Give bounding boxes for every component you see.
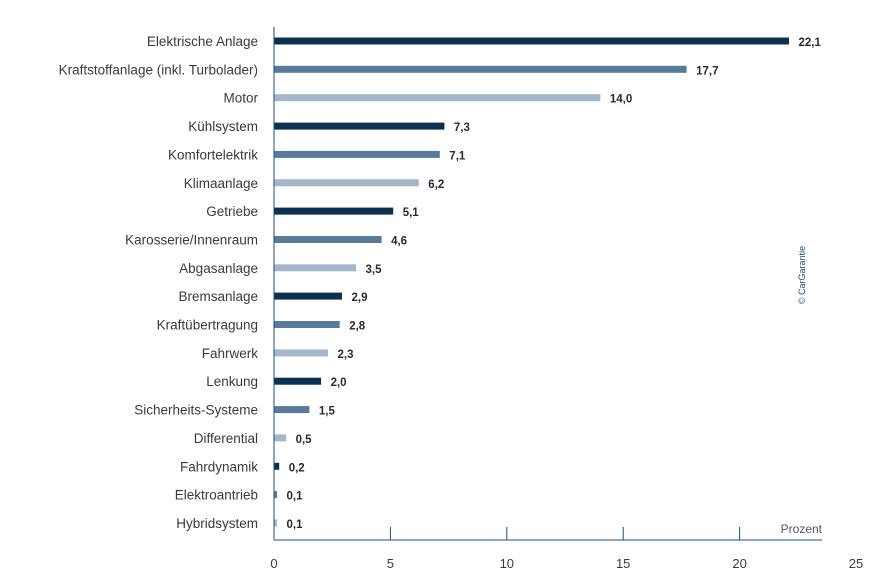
copyright-label: © CarGarantie: [797, 246, 807, 304]
x-tick-label: 0: [270, 556, 277, 571]
category-label: Motor: [223, 91, 258, 106]
value-label: 7,1: [449, 150, 466, 162]
bar: [274, 207, 394, 215]
bar: [274, 94, 601, 102]
x-tick-label: 10: [500, 556, 514, 571]
bar: [274, 321, 340, 328]
x-tick-label: 25: [849, 556, 863, 571]
bar: [274, 122, 445, 130]
value-label: 0,1: [287, 491, 304, 503]
bar: [274, 65, 687, 73]
value-label: 22,1: [799, 37, 822, 49]
category-label: Elektrische Anlage: [147, 34, 258, 49]
value-label: 5,1: [403, 207, 420, 219]
category-label: Getriebe: [206, 204, 258, 219]
value-label: 0,2: [289, 462, 305, 474]
category-label: Fahrwerk: [202, 346, 259, 361]
category-label: Differential: [194, 431, 258, 446]
bar: [274, 519, 277, 527]
value-label: 3,5: [366, 264, 383, 276]
category-label: Bremsanlage: [178, 289, 258, 304]
value-labels: 22,1 17,7 14,0 7,3 7,1 6,2 5,1 4,6 3,5 2,9 2,8 2,3 2…: [287, 37, 822, 531]
value-label: 7,3: [454, 122, 470, 134]
category-label: Lenkung: [206, 374, 258, 389]
category-labels: Elektrische Anlage Kraftstoffanlage (inkl…: [59, 34, 259, 531]
value-label: 6,2: [428, 179, 444, 191]
x-axis-unit-label: Prozent: [781, 522, 823, 536]
bars-group: [274, 37, 789, 527]
category-label: Elektroantrieb: [175, 488, 258, 503]
bar: [274, 150, 440, 158]
category-label: Kühlsystem: [188, 119, 258, 134]
category-label: Komfortelektrik: [168, 147, 258, 162]
value-label: 2,8: [349, 321, 366, 333]
bar: [274, 406, 310, 414]
x-tick-label: 15: [616, 556, 630, 571]
bar: [274, 292, 342, 300]
x-axis-ticks: 0 5 10 15 20 25: [270, 527, 863, 571]
category-label: Kraftstoffanlage (inkl. Turbolader): [59, 62, 258, 77]
category-label: Fahrdynamik: [180, 459, 258, 474]
category-label: Kraftübertragung: [157, 318, 258, 333]
x-tick-label: 20: [732, 556, 746, 571]
category-label: Karosserie/Innenraum: [125, 233, 258, 248]
value-label: 2,3: [338, 349, 354, 361]
value-label: 0,1: [287, 519, 304, 531]
bar: [274, 179, 419, 187]
bar: [274, 434, 287, 442]
value-label: 2,0: [331, 377, 347, 389]
category-label: Hybridsystem: [176, 516, 258, 531]
value-label: 2,9: [352, 292, 368, 304]
bar: [274, 491, 277, 499]
x-tick-label: 5: [387, 556, 394, 571]
value-label: 17,7: [696, 65, 718, 77]
category-label: Sicherheits-Systeme: [134, 403, 258, 418]
bar: [274, 236, 382, 243]
bar: [274, 264, 356, 272]
value-label: 0,5: [296, 434, 313, 446]
value-label: 14,0: [610, 94, 632, 106]
bar: [274, 377, 322, 385]
value-label: 1,5: [319, 406, 336, 418]
bar: [274, 349, 328, 357]
value-label: 4,6: [391, 236, 407, 248]
bar: [274, 462, 280, 470]
bar: [274, 37, 789, 45]
category-label: Klimaanlage: [184, 176, 258, 191]
category-label: Abgasanlage: [179, 261, 258, 276]
